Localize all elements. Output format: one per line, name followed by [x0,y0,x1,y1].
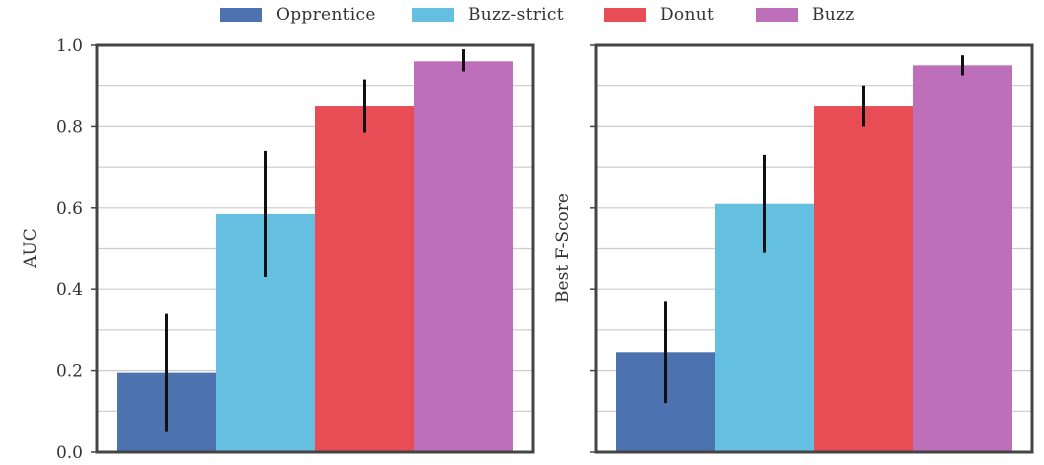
y-tick-label: 0.4 [56,280,83,300]
legend-item-buzz: Buzz [756,2,855,28]
y-tick-label: 0.8 [56,117,83,137]
legend-swatch-buzz [756,8,798,22]
legend-label: Buzz [812,5,855,25]
panel-auc: 0.0 0.2 0.4 0.6 0.8 1.0 AUC [21,36,535,463]
y-tick-label: 0.0 [56,443,83,463]
bar-buzz [414,61,513,452]
legend-label: Donut [660,5,715,25]
axes-frame [95,43,535,454]
y-tick-label: 0.6 [56,199,83,219]
axes-frame [594,43,1034,454]
bar-buzz [913,65,1012,452]
legend-swatch-opprentice [220,8,262,22]
panel-best-f-score: Best F-Score [553,43,1034,454]
legend-swatch-donut [604,8,646,22]
bar-donut [315,106,414,453]
y-tick-label: 1.0 [56,36,83,56]
legend-item-buzz-strict: Buzz-strict [412,2,564,28]
y-axis-label: AUC [21,228,41,269]
legend-label: Opprentice [276,5,376,25]
legend: Opprentice Buzz-strict Donut Buzz [0,2,1044,28]
y-axis-label: Best F-Score [553,193,573,303]
legend-label: Buzz-strict [468,5,564,25]
bar-donut [814,106,913,453]
legend-item-donut: Donut [604,2,714,28]
legend-swatch-buzz-strict [412,8,454,22]
y-tick-label: 0.2 [56,362,83,382]
legend-item-opprentice: Opprentice [220,2,376,28]
